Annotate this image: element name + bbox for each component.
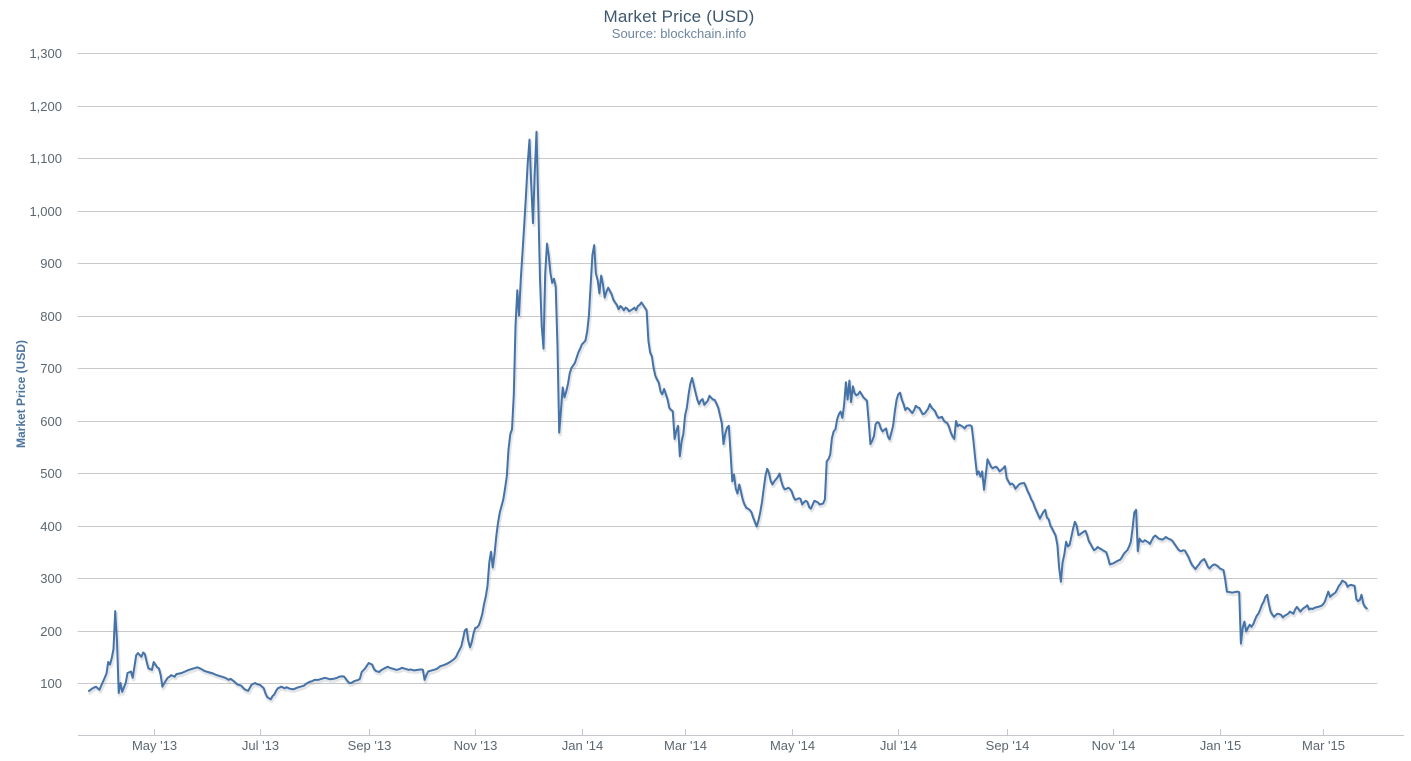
- price-series-line: [88, 130, 1368, 701]
- x-tick-label: Mar '15: [1302, 738, 1345, 753]
- y-tick-label: 600: [40, 414, 62, 429]
- y-tick-label: 300: [40, 571, 62, 586]
- y-tick-label: 100: [40, 676, 62, 691]
- y-axis-title: Market Price (USD): [14, 339, 28, 449]
- x-tick-label: Sep '13: [348, 738, 392, 753]
- x-tick-label: Jan '15: [1200, 738, 1242, 753]
- x-tick-label: May '13: [132, 738, 177, 753]
- chart-title: Market Price (USD): [603, 7, 755, 26]
- x-tick-label: Jul '13: [242, 738, 279, 753]
- y-tick-label: 400: [40, 519, 62, 534]
- x-tick-label: Nov '13: [454, 738, 498, 753]
- y-tick-label: 700: [40, 361, 62, 376]
- x-tick-label: Sep '14: [986, 738, 1030, 753]
- chart-subtitle: Source: blockchain.info: [611, 26, 747, 41]
- y-tick-label: 1,300: [29, 46, 62, 61]
- price-series-shadow: [88, 132, 1370, 704]
- y-tick-label: 900: [40, 256, 62, 271]
- x-tick-label: Jul '14: [880, 738, 917, 753]
- y-tick-label: 500: [40, 466, 62, 481]
- y-tick-label: 1,000: [29, 204, 62, 219]
- y-tick-label: 1,200: [29, 99, 62, 114]
- x-tick-label: Jan '14: [562, 738, 604, 753]
- y-tick-label: 1,100: [29, 151, 62, 166]
- x-tick-label: Nov '14: [1092, 738, 1136, 753]
- y-tick-label: 200: [40, 624, 62, 639]
- x-tick-label: Mar '14: [664, 738, 707, 753]
- x-tick-label: May '14: [770, 738, 815, 753]
- y-tick-label: 800: [40, 309, 62, 324]
